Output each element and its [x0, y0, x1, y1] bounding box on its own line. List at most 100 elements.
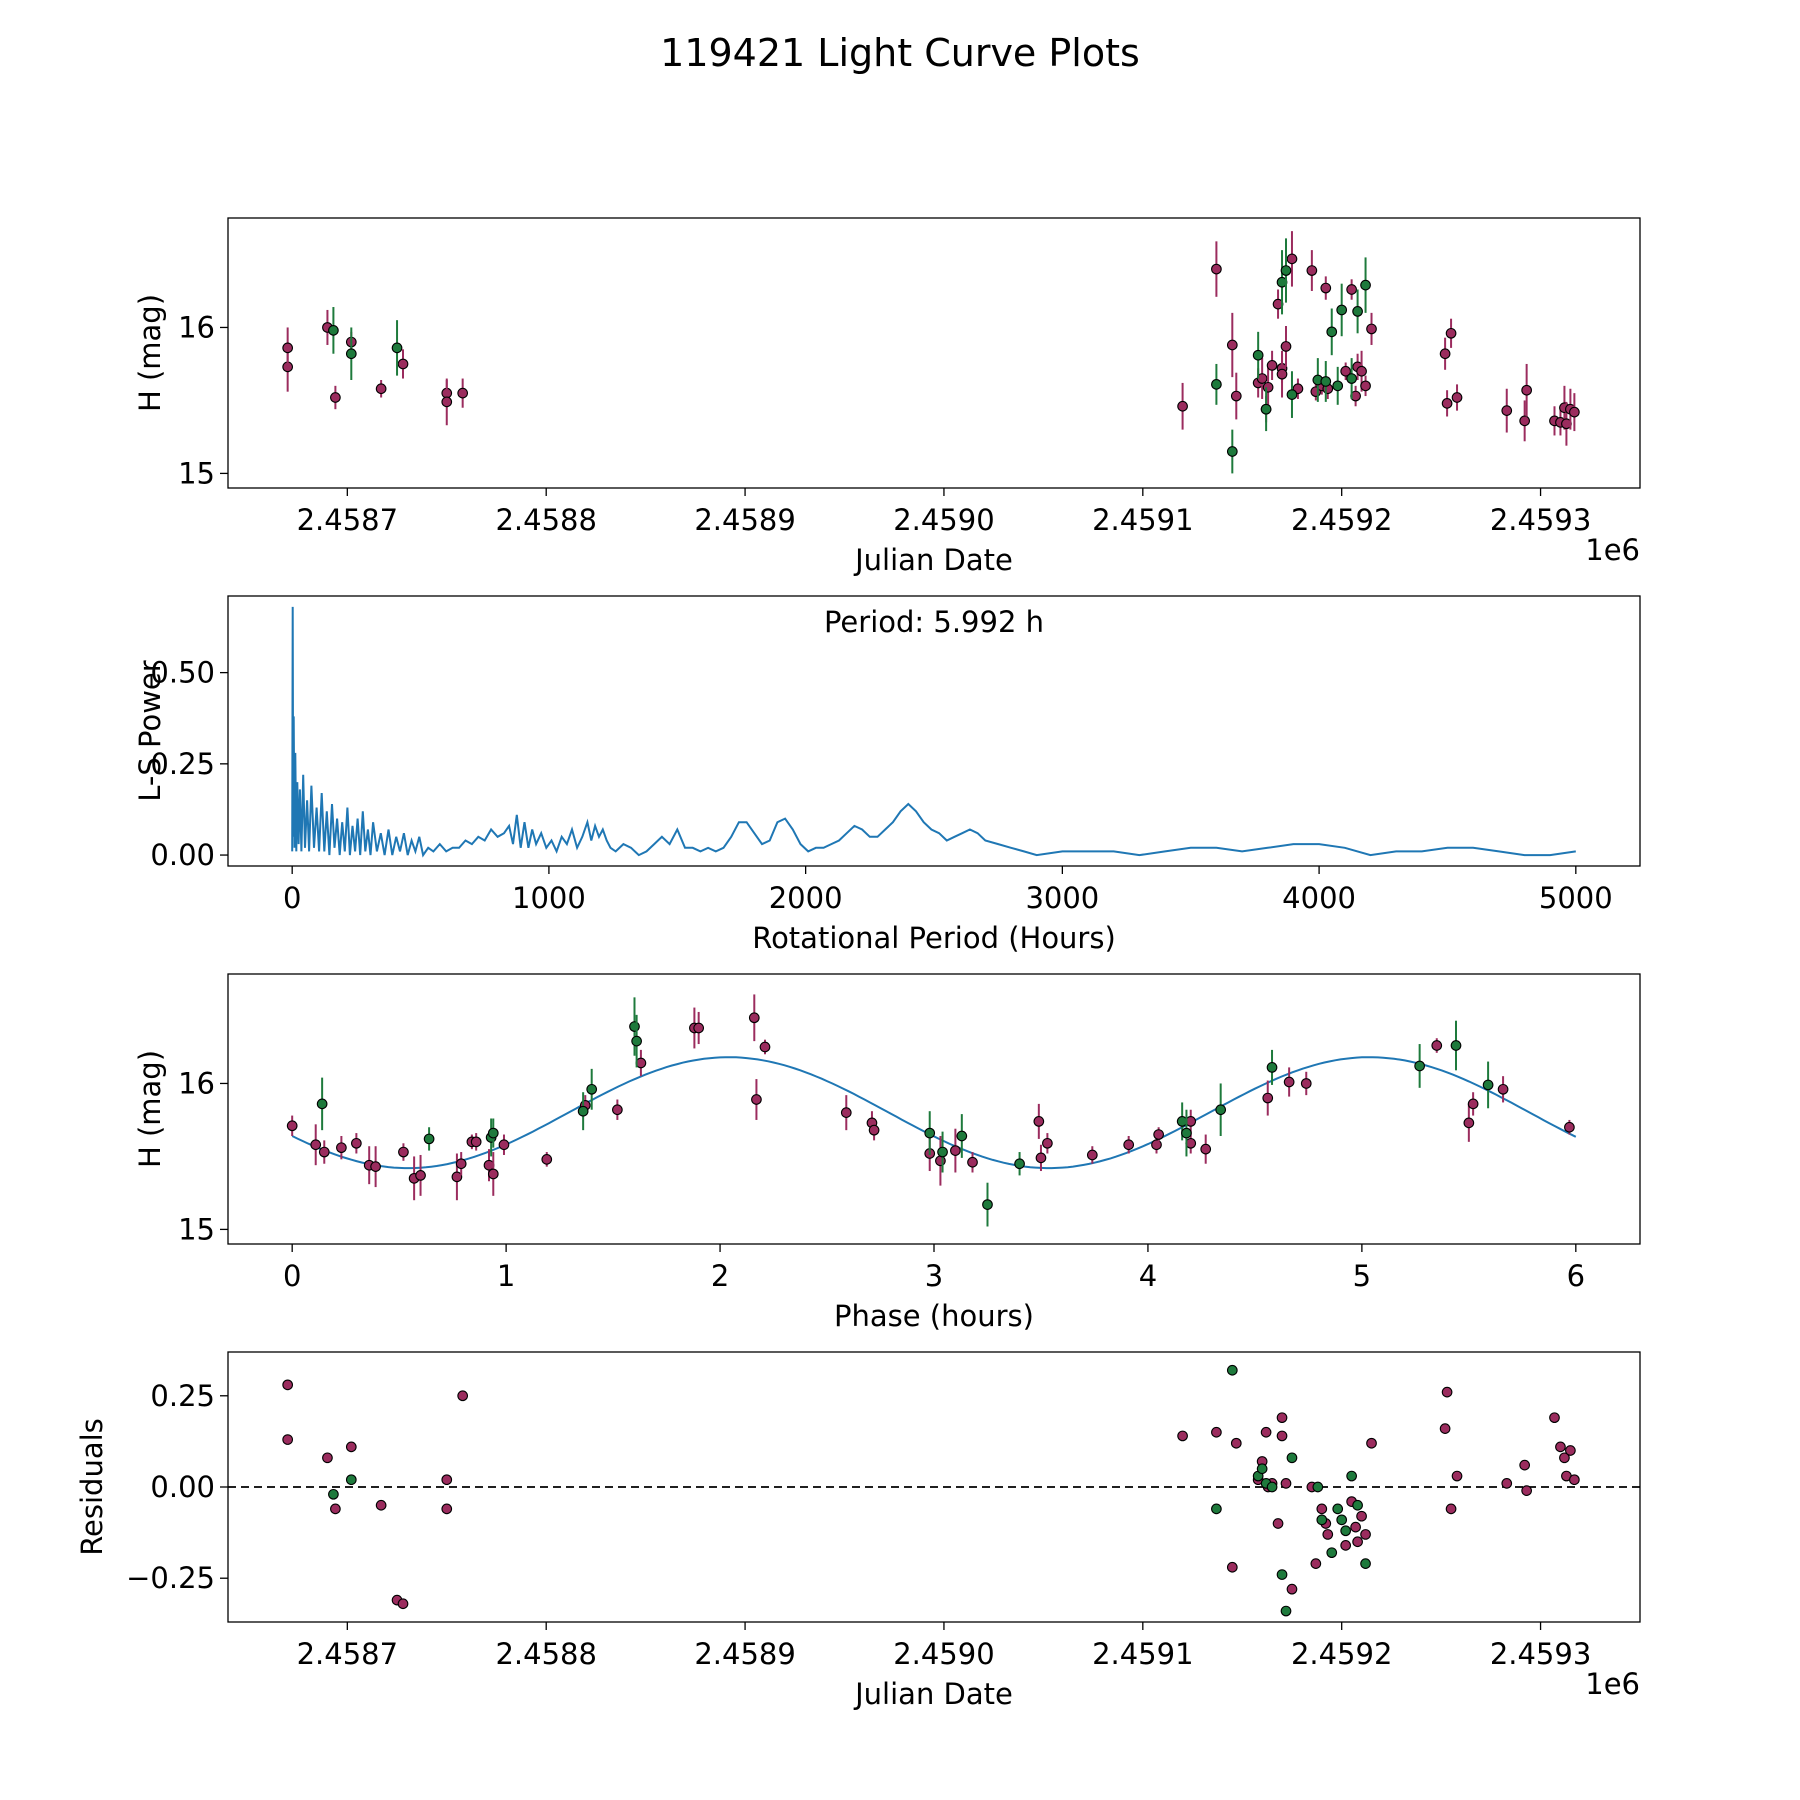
data-point — [1320, 282, 1332, 294]
data-point — [1350, 1521, 1361, 1533]
data-point — [318, 1146, 330, 1158]
residuals-panel: 2.4587 2.4588 2.4589 2.4590 2.4591 2.4592 2.45… — [75, 1351, 1641, 1711]
data-point — [1501, 1478, 1513, 1489]
data-point — [1086, 1149, 1098, 1161]
y-axis-label: H (mag) — [133, 1050, 167, 1168]
data-point — [1272, 1518, 1284, 1529]
x-tick-label: 5 — [1353, 1259, 1371, 1293]
data-point — [1280, 341, 1292, 352]
data-point — [1356, 365, 1367, 377]
figure-title: 119421 Light Curve Plots — [660, 31, 1140, 75]
data-point — [498, 1139, 510, 1151]
x-tick-label: 4000 — [1282, 881, 1356, 915]
data-point — [631, 1035, 642, 1047]
data-point — [1276, 368, 1288, 380]
data-point — [840, 1107, 852, 1118]
data-point — [316, 1098, 328, 1110]
data-point — [1555, 1441, 1566, 1453]
x-tick-label: 3 — [925, 1259, 943, 1293]
x-tick-label: 2.4591 — [1092, 503, 1193, 537]
plot-frame — [227, 973, 1641, 1245]
data-point — [1320, 376, 1332, 387]
data-point — [1211, 1426, 1222, 1438]
data-point — [751, 1094, 762, 1105]
data-point — [612, 1104, 623, 1116]
data-point — [1356, 1510, 1367, 1522]
data-point — [1441, 398, 1453, 409]
data-point — [937, 1146, 948, 1158]
data-point — [1200, 1143, 1212, 1155]
data-point — [1226, 339, 1238, 351]
data-point — [328, 325, 339, 336]
x-tick-label: 2.4588 — [495, 1637, 596, 1671]
data-point — [1312, 1481, 1324, 1493]
data-point — [1322, 1529, 1334, 1540]
data-point — [1451, 1470, 1463, 1482]
data-point — [457, 1390, 469, 1402]
data-point — [397, 358, 409, 370]
data-point — [1501, 405, 1513, 416]
data-point — [1467, 1098, 1479, 1110]
data-point — [1352, 1499, 1363, 1511]
data-point — [1564, 1121, 1575, 1133]
x-tick-label: 2.4592 — [1291, 503, 1392, 537]
data-point — [967, 1156, 978, 1168]
data-point — [1310, 1558, 1322, 1569]
data-point — [1286, 253, 1298, 265]
data-point — [1215, 1104, 1227, 1116]
x-tick-label: 1 — [497, 1259, 515, 1293]
data-point — [423, 1133, 435, 1145]
data-point — [375, 383, 387, 395]
data-point — [470, 1136, 482, 1148]
data-point — [391, 342, 403, 354]
data-point — [1336, 1514, 1348, 1526]
x-tick-label: 2.4587 — [297, 503, 398, 537]
data-point — [1276, 1569, 1288, 1580]
data-point — [1414, 1060, 1425, 1072]
data-point — [1332, 380, 1344, 392]
data-point — [541, 1154, 553, 1165]
data-point — [1300, 1078, 1312, 1089]
data-point — [1226, 1561, 1238, 1573]
data-point — [982, 1199, 993, 1210]
x-axis-label: Julian Date — [853, 1677, 1013, 1711]
plot-area — [282, 231, 1580, 474]
data-point — [345, 1441, 357, 1453]
data-point — [1549, 1412, 1560, 1424]
data-point — [330, 392, 341, 403]
data-point — [1153, 1129, 1164, 1140]
data-point — [1033, 1116, 1045, 1127]
x-tick-label: 2.4588 — [495, 503, 596, 537]
data-point — [441, 396, 453, 408]
data-point — [1230, 390, 1242, 402]
y-axis-label: L-S Power — [133, 660, 167, 801]
data-point — [282, 342, 294, 354]
data-point — [1521, 1485, 1532, 1496]
data-point — [282, 1379, 294, 1391]
data-point — [1482, 1079, 1494, 1091]
data-point — [1360, 1529, 1371, 1540]
data-point — [1346, 373, 1357, 384]
x-tick-label: 2.4589 — [694, 1637, 795, 1671]
data-point — [487, 1127, 499, 1139]
x-tick-label: 5000 — [1539, 881, 1613, 915]
data-point — [351, 1137, 362, 1149]
x-tick-label: 1000 — [512, 881, 586, 915]
data-point — [1306, 265, 1318, 276]
data-point — [286, 1120, 298, 1132]
data-point — [924, 1127, 936, 1139]
data-point — [1366, 323, 1377, 335]
data-point — [322, 1452, 333, 1464]
data-point — [1439, 1423, 1451, 1434]
data-point — [1151, 1139, 1162, 1151]
data-point — [1569, 1474, 1580, 1486]
data-point — [1262, 381, 1274, 393]
data-point — [935, 1155, 946, 1167]
data-point — [1211, 263, 1222, 275]
data-point — [1177, 400, 1188, 412]
data-point — [1346, 1470, 1357, 1482]
data-point — [345, 348, 357, 360]
data-point — [1366, 1437, 1377, 1449]
data-point — [1283, 1076, 1295, 1088]
data-point — [457, 387, 469, 399]
